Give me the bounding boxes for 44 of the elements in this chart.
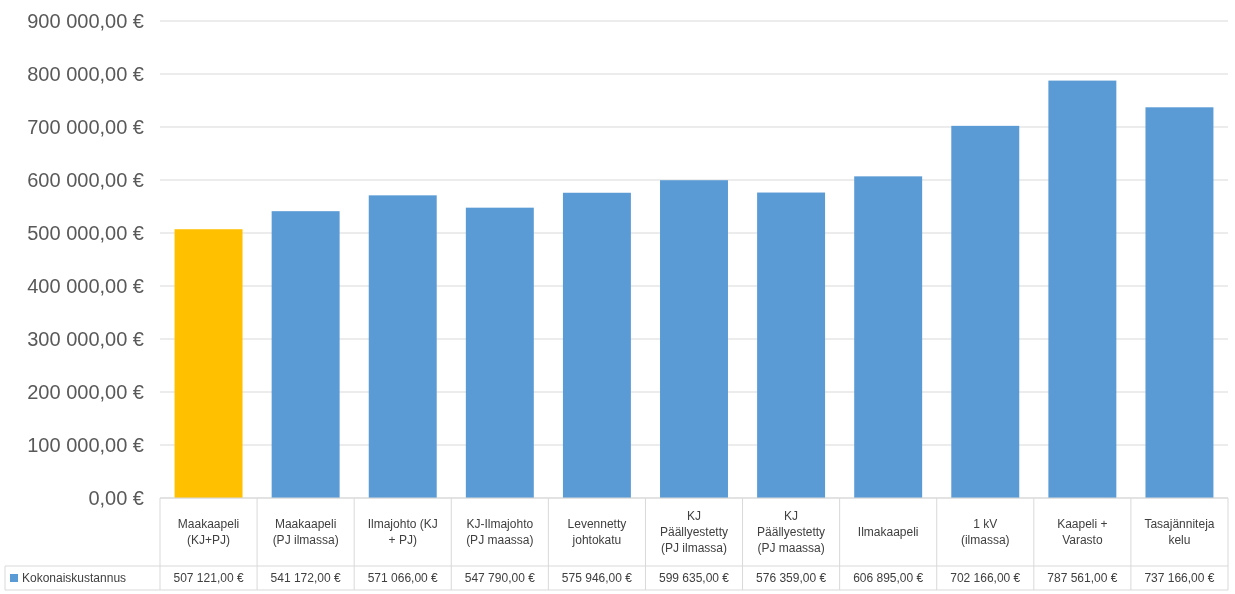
legend-label: Kokonaiskustannus <box>22 571 127 586</box>
x-tick-label: Kaapeli + Varasto <box>1057 517 1108 548</box>
bar <box>174 229 243 498</box>
data-label: 541 172,00 € <box>270 571 341 586</box>
y-tick-label: 400 000,00 € <box>27 275 144 297</box>
y-tick-label: 600 000,00 € <box>27 169 144 191</box>
x-tick-label: KJ Päällyestetty (PJ maassa) <box>757 509 826 556</box>
bar <box>660 180 728 498</box>
x-tick-label: Levennetty johtokatu <box>567 517 627 548</box>
bar <box>854 176 923 498</box>
bar <box>368 195 437 498</box>
y-tick-label: 100 000,00 € <box>27 434 144 456</box>
data-label: 547 790,00 € <box>464 571 536 586</box>
bar <box>951 125 1020 498</box>
data-label: 606 895,00 € <box>853 571 924 586</box>
data-label: 787 561,00 € <box>1047 571 1118 586</box>
x-tick-label: Ilmajohto (KJ + PJ) <box>367 517 438 548</box>
x-tick-label: 1 kV (ilmassa) <box>960 517 1010 548</box>
y-tick-label: 900 000,00 € <box>27 10 144 32</box>
data-label: 737 166,00 € <box>1144 571 1215 586</box>
bar <box>465 207 534 498</box>
y-tick-label: 700 000,00 € <box>27 116 144 138</box>
y-tick-label: 0,00 € <box>88 487 144 509</box>
y-tick-label: 300 000,00 € <box>27 328 144 350</box>
bar <box>1048 80 1117 498</box>
data-label: 576 359,00 € <box>756 571 827 586</box>
bar <box>1145 107 1214 498</box>
x-tick-label: KJ Päällyestetty (PJ ilmassa) <box>659 509 729 556</box>
data-label: 507 121,00 € <box>173 571 244 586</box>
x-tick-label: Maakaapeli (KJ+PJ) <box>177 517 240 548</box>
data-label: 599 635,00 € <box>658 571 730 586</box>
y-tick-label: 800 000,00 € <box>27 63 144 85</box>
bar <box>271 211 340 498</box>
data-label: 575 946,00 € <box>561 571 633 586</box>
x-tick-label: Ilmakaapeli <box>857 525 919 540</box>
bar <box>562 192 631 498</box>
y-tick-label: 500 000,00 € <box>27 222 144 244</box>
data-label: 702 166,00 € <box>950 571 1021 586</box>
x-tick-label: KJ-Ilmajohto (PJ maassa) <box>466 517 534 548</box>
x-tick-label: Maakaapeli (PJ ilmassa) <box>272 517 339 548</box>
data-label: 571 066,00 € <box>367 571 439 586</box>
y-tick-label: 200 000,00 € <box>27 381 144 403</box>
x-tick-label: Tasajännitejakelu <box>1144 517 1215 548</box>
bar <box>757 192 826 498</box>
